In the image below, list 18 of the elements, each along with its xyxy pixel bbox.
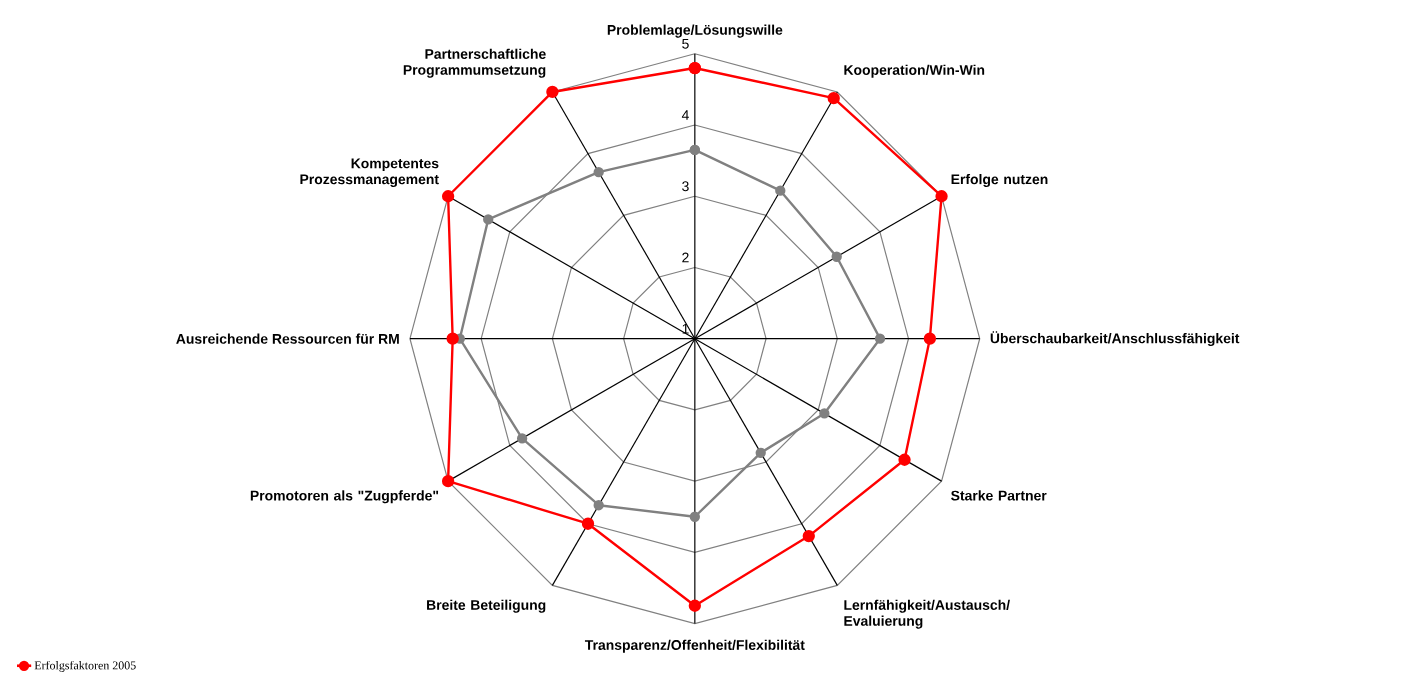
spoke-label: Erfolge nutzen (951, 173, 1048, 187)
spoke-label: Ausreichende Ressourcen für RM (176, 333, 399, 344)
spoke-label: Transparenz/Offenheit/Flexibilität (584, 639, 805, 653)
spoke-label: Promotoren als "Zugpferde" (250, 490, 439, 504)
spoke-label: Kooperation/Win-Win (844, 64, 985, 78)
spoke-label: Lernfähigkeit/Austausch/Evaluierung (844, 599, 1010, 629)
spoke-label: Starke Partner (951, 490, 1047, 501)
spoke-label: Breite Beteiligung (427, 599, 546, 613)
y-tick-label: 5 (682, 38, 689, 49)
y-tick-label: 4 (681, 110, 689, 120)
y-tick-label: 3 (682, 181, 689, 192)
spoke-label: Überschaubarkeit/Anschlussfähigkeit (990, 331, 1240, 346)
legend-label: Erfolgsfaktoren 2005 (34, 660, 136, 672)
spoke-label: Problemlage/Lösungswille (607, 24, 783, 38)
spoke-label: Kompetentes Prozessmanagement (300, 158, 439, 187)
y-tick-label: 2 (682, 252, 689, 263)
y-tick-label: 1 (682, 323, 689, 334)
spoke-label: Partnerschaftliche Programmumsetzung (403, 48, 546, 78)
